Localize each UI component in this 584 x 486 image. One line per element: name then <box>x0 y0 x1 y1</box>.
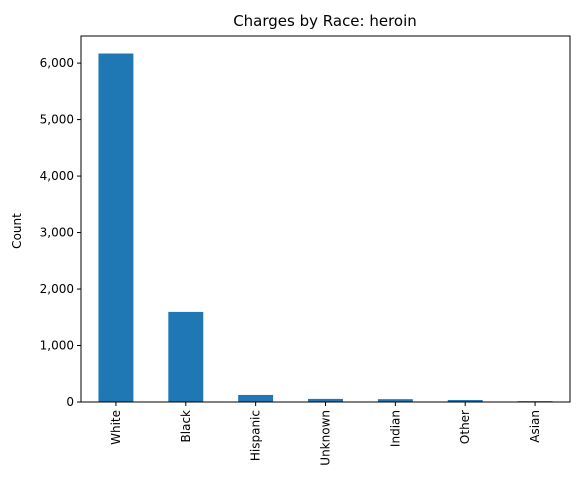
y-tick-label: 0 <box>66 395 74 409</box>
y-axis-ticks: 0 1,000 2,000 3,000 4,000 5,000 6,000 <box>40 56 81 409</box>
x-tick-label: Asian <box>528 410 542 443</box>
x-tick-label: Unknown <box>319 410 333 466</box>
y-tick-label: 2,000 <box>40 282 74 296</box>
x-tick-label: Other <box>458 410 472 444</box>
y-tick-label: 3,000 <box>40 226 74 240</box>
bars <box>98 53 553 402</box>
y-tick-label: 6,000 <box>40 56 74 70</box>
x-tick-label: Black <box>179 410 193 443</box>
bar-unknown <box>308 398 343 402</box>
x-tick-label: White <box>109 410 123 445</box>
bar-other <box>447 400 483 402</box>
x-tick-label: Indian <box>388 410 402 447</box>
y-axis-label: Count <box>10 213 24 249</box>
x-axis-ticks: White Black Hispanic Unknown Indian Other Asia… <box>109 402 542 466</box>
bar-indian <box>377 399 413 402</box>
bar-hispanic <box>238 394 274 402</box>
y-tick-label: 4,000 <box>40 169 74 183</box>
chart-title: Charges by Race: heroin <box>233 12 417 30</box>
y-tick-label: 5,000 <box>40 113 74 127</box>
plot-frame <box>80 35 571 403</box>
y-tick-label: 1,000 <box>40 339 74 353</box>
bar-white <box>98 53 134 402</box>
x-tick-label: Hispanic <box>249 410 263 461</box>
bar-black <box>168 311 204 402</box>
